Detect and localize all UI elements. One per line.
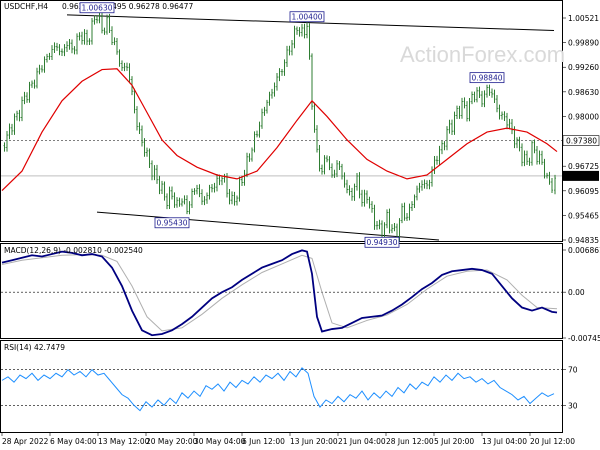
annotation-label: 1.00630 [81,4,112,13]
annotation-box [154,217,190,229]
price-tick-label: 0.98630 [568,88,599,97]
trendline-1 [66,14,555,32]
x-tick-label: 30 May 04:00 [194,437,246,446]
current-price-box [563,170,599,181]
rsi-line [1,367,555,412]
price-panel [0,0,563,242]
reference-level-label: 0.97380 [566,137,597,146]
rsi-tick-label: 30 [568,401,578,410]
x-tick-label: 28 Jun 12:00 [386,437,434,446]
macd-panel [0,243,563,339]
x-tick-label: 20 May 20:00 [146,437,198,446]
x-tick-label: 20 Jul 12:00 [530,437,575,446]
annotation-box [79,2,115,14]
axis-layer: 1.00521 0.99890 0.99260 0.98630 0.98000 0.973… [1,14,600,446]
x-tick-label: 6 Jun 12:00 [242,437,285,446]
macd-signal-line [1,254,558,332]
annotation-label: 1.00400 [291,13,322,22]
moving-average-line [1,68,558,192]
reference-level-box [562,135,600,146]
price-tick-label: 1.00521 [568,14,599,23]
x-tick-label: 13 Jun 20:00 [290,437,338,446]
rsi-panel [0,340,563,433]
x-tick-label: 28 Apr 2022 [2,437,49,446]
annotation-label: 0.98840 [471,73,502,82]
price-tick-label: 0.99890 [568,39,599,48]
macd-line [1,249,558,337]
rsi-title: RSI(14) 42.7479 [4,343,65,352]
price-tick-label: 0.95465 [568,211,599,220]
rsi-tick-label: 70 [568,366,578,375]
macd-tick-label: -0.007454 [568,334,600,343]
x-tick-label: 5 Jul 20:00 [434,437,474,446]
annotation-label: 0.95430 [156,219,187,228]
price-tick-label: 0.98000 [568,112,599,121]
price-tick-label: 0.94835 [568,236,599,245]
x-tick-label: 13 Jul 04:00 [482,437,527,446]
macd-layer [1,249,562,337]
macd-tick-label: 0.006861 [568,246,600,255]
macd-tick-label: 0.00 [568,288,585,297]
price-layer: 1.00630 1.00400 0.95430 0.94930 0.98840 [1,2,562,248]
price-tick-label: 0.96095 [568,187,599,196]
watermark: ActionForex.com [400,42,565,67]
current-price-label: 0.96477 [566,172,597,181]
x-tick-label: 13 May 12:00 [98,437,150,446]
x-tick-label: 21 Jun 04:00 [338,437,386,446]
symbol-label: USDCHF,H4 [4,2,48,11]
ohlc-values: 0.96284 0.96495 0.96278 0.96477 [62,2,193,11]
price-tick-label: 0.96725 [568,162,599,171]
rsi-layer [1,367,562,412]
annotation-box [289,11,325,23]
price-tick-label: 0.99260 [568,63,599,72]
x-tick-label: 6 May 04:00 [50,437,97,446]
annotation-box [364,236,400,248]
macd-title: MACD(12,26,9) -0.002810 -0.002540 [4,246,143,255]
annotation-box [469,72,505,84]
annotation-label: 0.94930 [366,238,397,247]
